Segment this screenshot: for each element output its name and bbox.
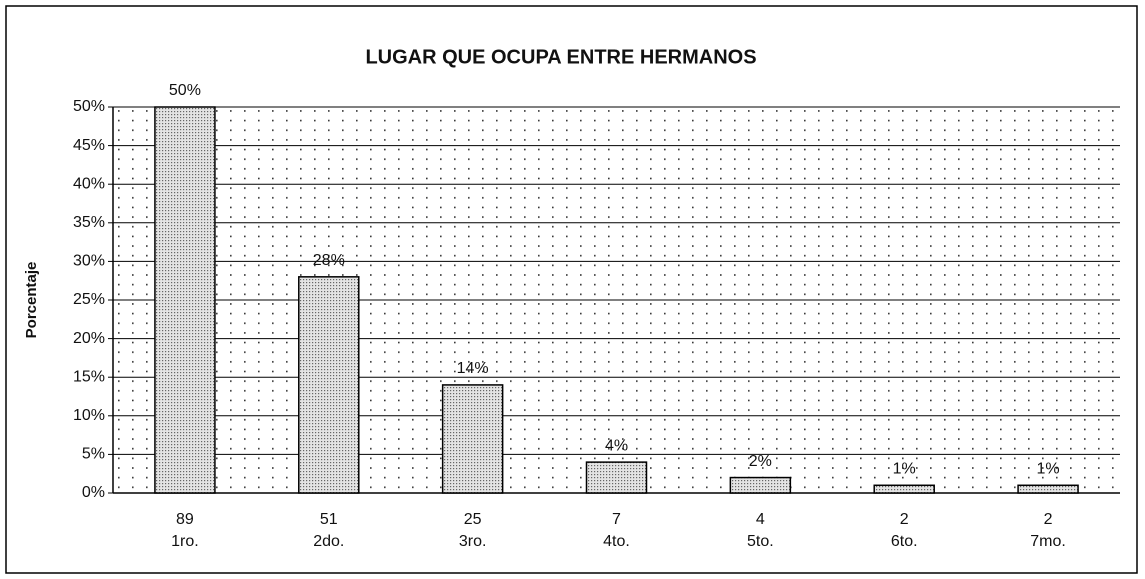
value-label: 4% bbox=[605, 437, 628, 454]
x-count-label: 89 bbox=[176, 511, 194, 528]
y-tick-label: 20% bbox=[73, 330, 105, 347]
y-tick-label: 35% bbox=[73, 214, 105, 231]
value-label: 2% bbox=[749, 453, 772, 470]
x-tick-label: 7mo. bbox=[1030, 533, 1066, 550]
x-count-label: 2 bbox=[1044, 511, 1053, 528]
x-tick-label: 4to. bbox=[603, 533, 630, 550]
value-label: 1% bbox=[1037, 460, 1060, 477]
value-label: 14% bbox=[457, 360, 489, 377]
bar bbox=[441, 384, 504, 494]
bar bbox=[873, 484, 935, 494]
value-label: 28% bbox=[313, 252, 345, 269]
chart-title: LUGAR QUE OCUPA ENTRE HERMANOS bbox=[365, 46, 756, 68]
x-tick-label: 1ro. bbox=[171, 533, 199, 550]
bar bbox=[585, 461, 648, 494]
y-tick-label: 5% bbox=[82, 446, 105, 463]
y-axis-title: Porcentaje bbox=[23, 262, 40, 339]
bar bbox=[298, 276, 360, 494]
y-tick-label: 15% bbox=[73, 368, 105, 385]
x-count-label: 25 bbox=[464, 511, 482, 528]
x-tick-label: 5to. bbox=[747, 533, 774, 550]
bar bbox=[1017, 484, 1079, 494]
y-tick-label: 50% bbox=[73, 98, 105, 115]
bar bbox=[154, 106, 216, 494]
x-count-label: 51 bbox=[320, 511, 338, 528]
y-tick-label: 30% bbox=[73, 253, 105, 270]
x-count-label: 4 bbox=[756, 511, 765, 528]
value-label: 1% bbox=[893, 460, 916, 477]
x-count-label: 7 bbox=[612, 511, 621, 528]
x-tick-label: 2do. bbox=[313, 533, 344, 550]
y-tick-label: 10% bbox=[73, 407, 105, 424]
y-tick-label: 0% bbox=[82, 484, 105, 501]
bar bbox=[729, 476, 792, 494]
y-tick-label: 40% bbox=[73, 175, 105, 192]
y-tick-label: 45% bbox=[73, 137, 105, 154]
y-tick-label: 25% bbox=[73, 291, 105, 308]
x-count-label: 2 bbox=[900, 511, 909, 528]
x-tick-label: 6to. bbox=[891, 533, 918, 550]
x-tick-label: 3ro. bbox=[459, 533, 487, 550]
value-label: 50% bbox=[169, 82, 201, 99]
